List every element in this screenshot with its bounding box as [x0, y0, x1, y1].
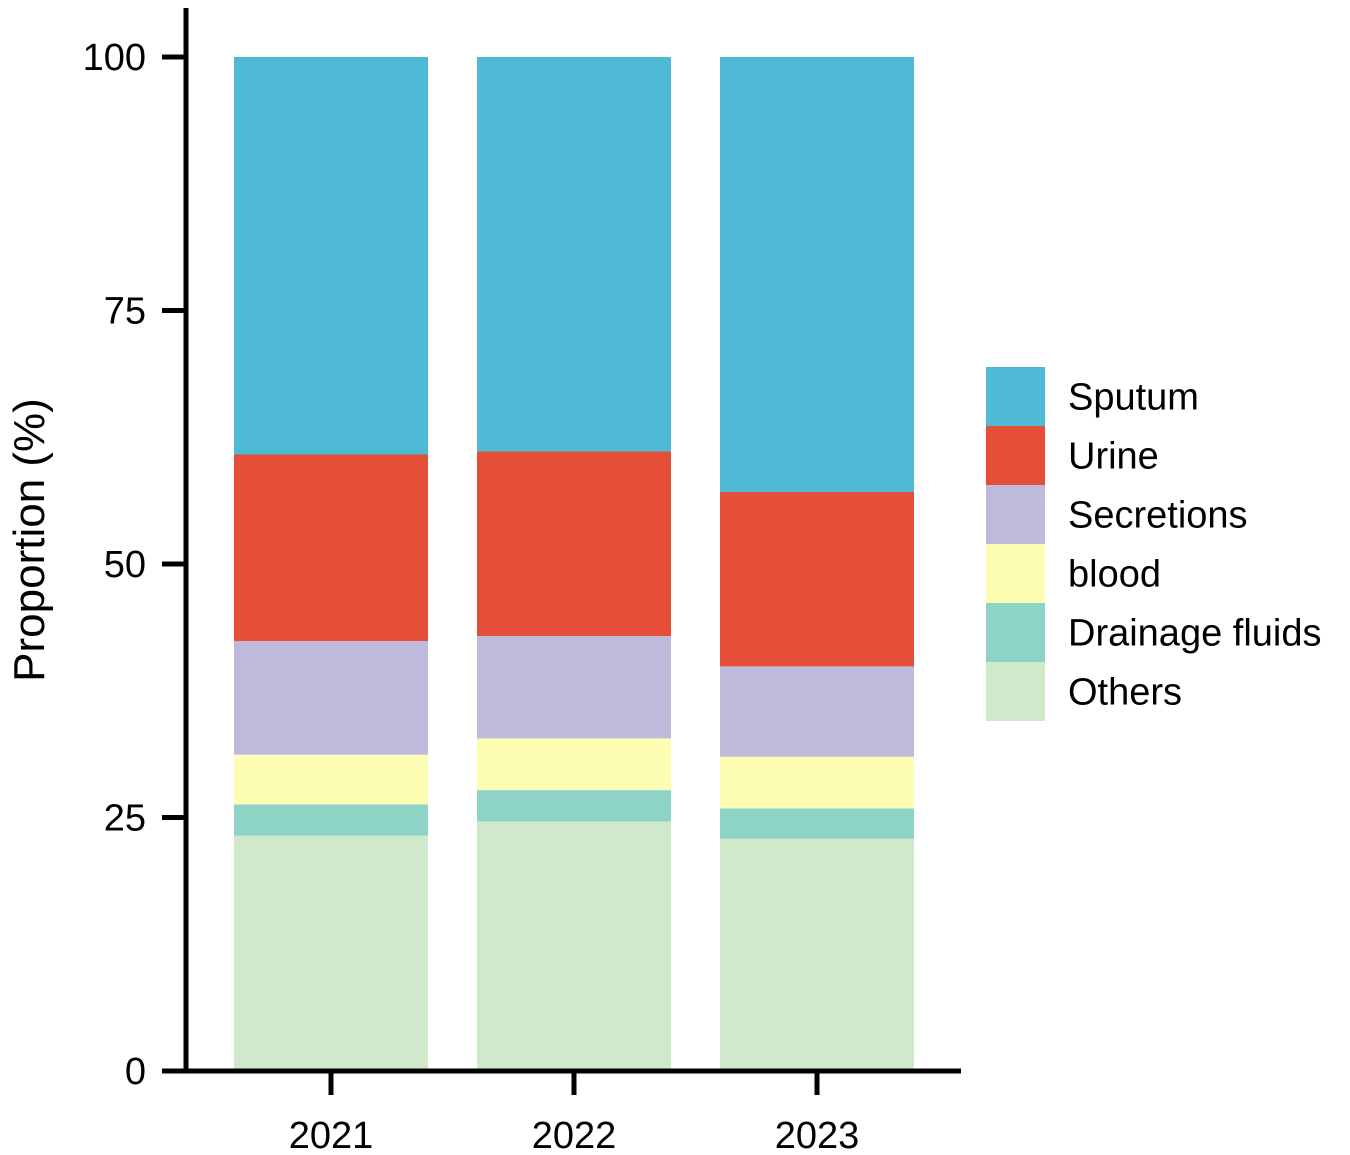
legend-swatch-urine [986, 426, 1045, 485]
bar-segment-2022-drainage-fluids [477, 790, 671, 822]
bar-segment-2021-sputum [234, 57, 428, 455]
legend-label: blood [1068, 554, 1161, 596]
legend-label: Sputum [1068, 377, 1199, 419]
bar-segment-2023-secretions [720, 666, 914, 757]
bar-segment-2021-blood [234, 754, 428, 805]
legend-label: Others [1068, 672, 1182, 714]
x-tick-label: 2023 [775, 1115, 860, 1155]
x-tick-label: 2021 [289, 1115, 374, 1155]
bar-segment-2022-secretions [477, 635, 671, 739]
y-ticks: 0 25 50 75 100 [83, 37, 186, 1093]
bar-segment-2023-others [720, 838, 914, 1071]
bar-segment-2023-urine [720, 492, 914, 667]
bar-group [234, 57, 914, 1071]
legend-label: Drainage fluids [1068, 613, 1321, 655]
bar-segment-2022-blood [477, 738, 671, 791]
legend-swatch-others [986, 662, 1045, 721]
legend-swatch-blood [986, 544, 1045, 603]
y-tick-label: 0 [125, 1051, 146, 1093]
x-tick-label: 2022 [532, 1115, 617, 1155]
y-tick-label: 75 [104, 291, 146, 333]
bar-segment-2022-sputum [477, 57, 671, 452]
bar-segment-2021-drainage-fluids [234, 804, 428, 836]
bar-segment-2022-others [477, 821, 671, 1071]
legend-label: Urine [1068, 436, 1159, 478]
bar-segment-2021-others [234, 835, 428, 1071]
bar-segment-2023-sputum [720, 57, 914, 493]
y-tick-label: 25 [104, 798, 146, 840]
bar-segment-2023-blood [720, 756, 914, 809]
legend-label: Secretions [1068, 495, 1248, 537]
bar-segment-2023-drainage-fluids [720, 808, 914, 839]
bar-segment-2021-urine [234, 454, 428, 642]
y-axis-title: Proportion (%) [5, 398, 54, 682]
legend: Sputum Urine Secretions blood Drainage fluid… [986, 367, 1321, 721]
legend-swatch-sputum [986, 367, 1045, 426]
legend-swatch-secretions [986, 485, 1045, 544]
bar-segment-2022-urine [477, 451, 671, 636]
bar-segment-2021-secretions [234, 641, 428, 755]
x-ticks: 2021 2022 2023 [289, 1071, 860, 1155]
y-tick-label: 50 [104, 544, 146, 586]
legend-swatch-drainage-fluids [986, 603, 1045, 662]
y-tick-label: 100 [83, 37, 146, 79]
